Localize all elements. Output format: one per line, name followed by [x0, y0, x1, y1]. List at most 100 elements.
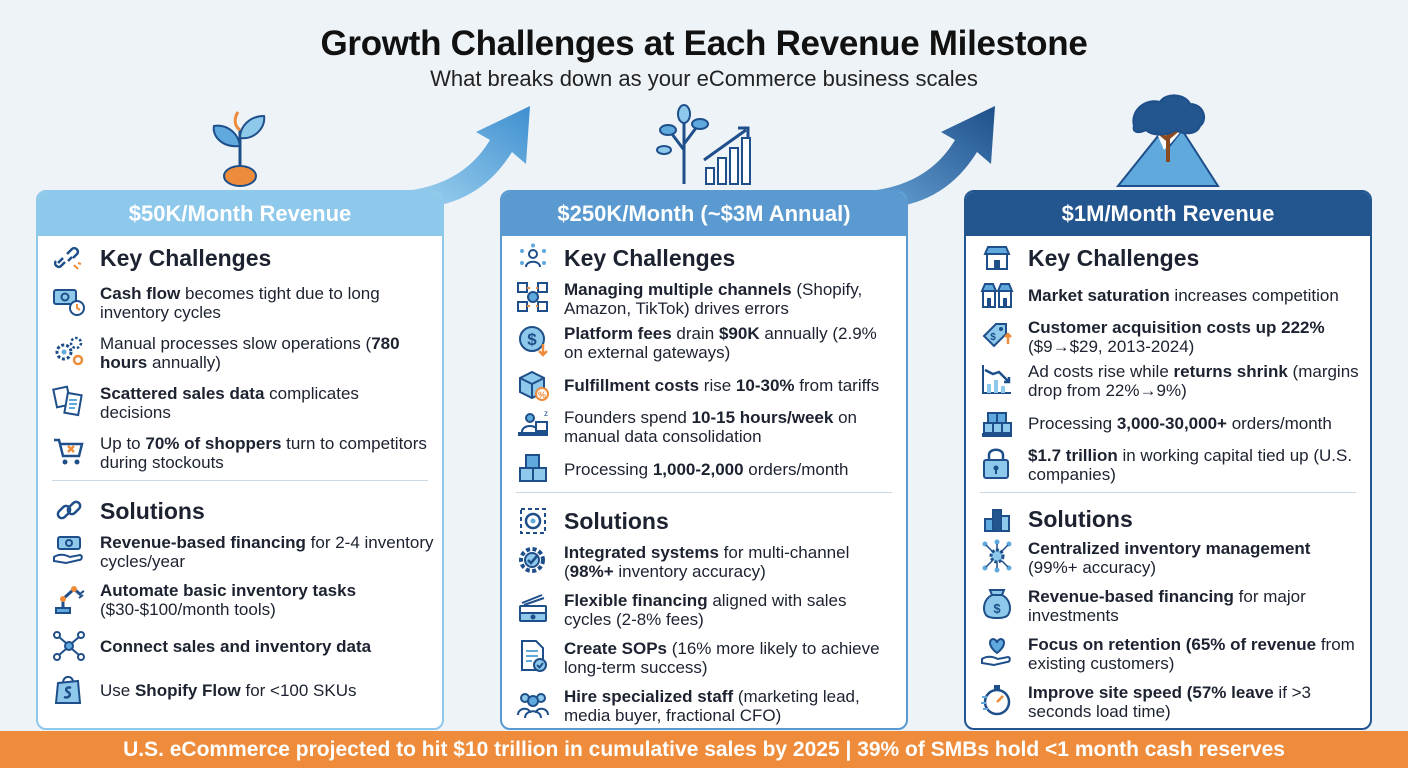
list-item-text: Platform fees drain $90K annually (2.9% …	[564, 324, 877, 362]
list-item: Scattered sales data complicates decisio…	[38, 384, 442, 422]
list-item-text: Scattered sales data complicates decisio…	[100, 384, 359, 422]
list-item: Ad costs rise while returns shrink (marg…	[966, 362, 1370, 400]
list-item-text: Hire specialized staff (marketing lead, …	[564, 687, 860, 725]
list-item-text: Founders spend 10-15 hours/week on manua…	[564, 408, 857, 446]
column-title: $50K/Month Revenue	[38, 192, 442, 236]
list-item: Market saturation increases competition	[966, 278, 1370, 312]
network-icon	[53, 631, 85, 661]
solutions-heading: Solutions	[38, 495, 442, 527]
list-item: Hire specialized staff (marketing lead, …	[502, 687, 906, 725]
money-stack-icon	[519, 594, 547, 622]
section-divider	[52, 480, 428, 481]
list-item-text: Customer acquisition costs up 222% ($9→$…	[1028, 318, 1325, 356]
chain-link-icon	[56, 500, 82, 520]
broken-chain-icon	[54, 246, 82, 270]
list-item: Revenue-based financing for 2-4 inventor…	[38, 533, 442, 571]
growth-arrow-2	[855, 106, 995, 208]
list-item-text: Fulfillment costs rise 10-30% from tarif…	[564, 375, 880, 395]
list-item: z Founders spend 10-15 hours/week on manu…	[502, 408, 906, 446]
solutions-heading: Solutions	[966, 503, 1370, 535]
tree-mountain-icon	[1115, 94, 1220, 187]
milestone-column-250k: $250K/Month (~$3M Annual) Key Challenges…	[500, 190, 908, 730]
gear-check-icon	[519, 547, 545, 573]
tree-growth-chart-icon	[656, 104, 751, 185]
solutions-heading: Solutions	[502, 505, 906, 537]
svg-text:$: $	[990, 332, 996, 343]
list-item: Centralized inventory management (99%+ a…	[966, 539, 1370, 577]
list-item: $ Customer acquisition costs up 222% ($9→…	[966, 318, 1370, 356]
challenges-list: Market saturation increases competition $…	[966, 278, 1370, 484]
chart-down-icon	[982, 365, 1011, 394]
list-item: Create SOPs (16% more likely to achieve …	[502, 639, 906, 677]
section-divider	[516, 492, 892, 493]
stopwatch-icon	[981, 685, 1011, 716]
dollar-down-icon: $	[519, 326, 548, 357]
solutions-list: Centralized inventory management (99%+ a…	[966, 539, 1370, 728]
list-item: Up to 70% of shoppers turn to competitor…	[38, 434, 442, 472]
box-percent-icon: %	[519, 370, 549, 401]
challenges-list: Cash flow becomes tight due to long inve…	[38, 284, 442, 472]
list-item-text: Up to 70% of shoppers turn to competitor…	[100, 434, 427, 472]
list-item-text: Use Shopify Flow for <100 SKUs	[100, 680, 357, 700]
storefront-icon	[983, 246, 1011, 270]
list-item: $1.7 trillion in working capital tied up…	[966, 446, 1370, 484]
list-item: Managing multiple channels (Shopify, Ama…	[502, 280, 906, 318]
challenges-heading: Key Challenges	[966, 242, 1370, 274]
list-item: Focus on retention (65% of revenue from …	[966, 635, 1370, 673]
challenges-heading-label: Key Challenges	[100, 244, 272, 271]
list-item-text: Flexible financing aligned with sales cy…	[564, 591, 847, 629]
document-check-icon	[521, 640, 547, 672]
list-item: $ Platform fees drain $90K annually (2.9%…	[502, 324, 906, 362]
list-item: Processing 3,000-30,000+ orders/month	[966, 406, 1370, 440]
cash-clock-icon	[53, 289, 85, 316]
scattered-documents-icon	[52, 385, 83, 417]
section-divider	[980, 492, 1356, 493]
list-item: Integrated systems for multi-channel (98…	[502, 543, 906, 581]
sprout-icon	[212, 111, 266, 187]
list-item-text: Manual processes slow operations (780 ho…	[100, 334, 400, 372]
challenges-heading: Key Challenges	[38, 242, 442, 274]
list-item-text: Integrated systems for multi-channel (98…	[564, 543, 850, 581]
list-item-text: Market saturation increases competition	[1028, 285, 1339, 305]
list-item-text: Revenue-based financing for major invest…	[1028, 587, 1306, 625]
challenges-heading: Key Challenges	[502, 242, 906, 274]
column-title: $250K/Month (~$3M Annual)	[502, 192, 906, 236]
page-subtitle: What breaks down as your eCommerce busin…	[430, 66, 978, 91]
milestone-column-50k: $50K/Month Revenue Key Challenges Cash f…	[36, 190, 444, 730]
column-title: $1M/Month Revenue	[966, 192, 1370, 236]
founder-desk-icon: z	[518, 409, 548, 436]
gears-icon	[55, 336, 84, 366]
challenges-list: Managing multiple channels (Shopify, Ama…	[502, 280, 906, 486]
list-item-text: Ad costs rise while returns shrink (marg…	[1028, 362, 1359, 400]
milestone-column-1m: $1M/Month Revenue Key Challenges Market …	[964, 190, 1372, 730]
list-item-text: Revenue-based financing for 2-4 inventor…	[100, 533, 434, 571]
price-tag-up-icon: $	[982, 323, 1012, 348]
svg-text:%: %	[538, 390, 546, 400]
list-item-text: Automate basic inventory tasks ($30-$100…	[100, 581, 357, 619]
solutions-list: Revenue-based financing for 2-4 inventor…	[38, 533, 442, 707]
lock-icon	[983, 448, 1009, 479]
list-item-text: Centralized inventory management (99%+ a…	[1028, 539, 1311, 577]
podium-icon	[984, 509, 1010, 532]
footer-banner: U.S. eCommerce projected to hit $10 tril…	[0, 731, 1408, 768]
team-icon	[517, 693, 549, 719]
list-item-text: Managing multiple channels (Shopify, Ama…	[564, 280, 863, 318]
list-item-text: Improve site speed (57% leave if >3 seco…	[1028, 683, 1312, 721]
empty-cart-icon	[54, 438, 84, 465]
svg-text:z: z	[544, 409, 548, 418]
heart-hand-icon	[981, 637, 1011, 667]
list-item: Flexible financing aligned with sales cy…	[502, 591, 906, 629]
list-item: Connect sales and inventory data	[38, 629, 442, 663]
list-item-text: Connect sales and inventory data	[100, 636, 372, 656]
list-item-text: Cash flow becomes tight due to long inve…	[100, 284, 380, 322]
list-item: Cash flow becomes tight due to long inve…	[38, 284, 442, 322]
list-item-text: Processing 1,000-2,000 orders/month	[564, 459, 849, 479]
svg-text:$: $	[527, 330, 537, 349]
challenges-heading-label: Key Challenges	[564, 244, 736, 271]
cash-hand-icon	[53, 536, 83, 565]
shopify-bag-icon	[54, 675, 82, 704]
solutions-list: Integrated systems for multi-channel (98…	[502, 543, 906, 725]
svg-text:$: $	[993, 601, 1001, 616]
page-title: Growth Challenges at Each Revenue Milest…	[320, 24, 1088, 63]
hub-gear-icon	[982, 539, 1012, 573]
